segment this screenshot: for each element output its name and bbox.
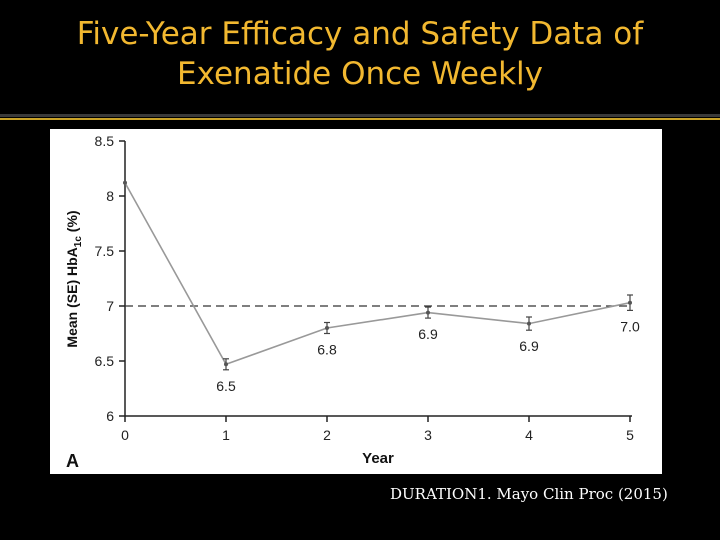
- y-axis-label-end: (%): [64, 210, 80, 236]
- data-point: [527, 321, 531, 326]
- citation: DURATION1. Mayo Clin Proc (2015): [390, 485, 668, 503]
- data-point: [123, 180, 127, 185]
- hba1c-line-chart: 6 6.5 7 7.5 8 8.5 0 1 2 3 4 5 6.5 6.8 6.9 6.9 7.0 Year…: [64, 133, 640, 471]
- y-axis-ticks: 6 6.5 7 7.5 8 8.5: [95, 133, 125, 424]
- title-divider-dark: [0, 114, 720, 117]
- x-tick-label: 1: [222, 427, 230, 443]
- data-label: 6.9: [418, 326, 438, 342]
- x-tick-label: 2: [323, 427, 331, 443]
- series-layer: [123, 180, 633, 371]
- chart-panel: 6 6.5 7 7.5 8 8.5 0 1 2 3 4 5 6.5 6.8 6.9 6.9 7.0 Year…: [50, 129, 662, 474]
- x-tick-label: 0: [121, 427, 129, 443]
- title-divider-gold: [0, 118, 720, 120]
- y-tick-label: 8: [106, 188, 114, 204]
- data-label: 6.5: [216, 378, 236, 394]
- series-line: [124, 182, 631, 366]
- y-axis-label-main: Mean (SE) HbA: [64, 247, 80, 347]
- x-tick-label: 3: [424, 427, 432, 443]
- x-tick-label: 5: [626, 427, 634, 443]
- data-point: [224, 362, 228, 367]
- y-axis-label-subscript: 1c: [73, 236, 84, 248]
- data-point: [628, 300, 632, 305]
- data-point: [426, 310, 430, 315]
- data-label-layer: 6.5 6.8 6.9 6.9 7.0: [216, 318, 640, 393]
- x-axis-ticks: 0 1 2 3 4 5: [121, 416, 634, 443]
- title-line-2: Exenatide Once Weekly: [177, 56, 543, 92]
- x-tick-label: 4: [525, 427, 533, 443]
- x-axis-label: Year: [362, 450, 394, 467]
- y-tick-label: 8.5: [95, 133, 115, 149]
- y-tick-label: 6.5: [95, 353, 115, 369]
- slide-title: Five-Year Efficacy and Safety Data of Ex…: [0, 14, 720, 94]
- title-line-1: Five-Year Efficacy and Safety Data of: [76, 16, 644, 52]
- y-axis-label: Mean (SE) HbA1c (%): [64, 210, 84, 347]
- panel-label: A: [66, 451, 79, 471]
- data-point: [325, 326, 329, 330]
- y-tick-label: 7.5: [95, 243, 115, 259]
- y-tick-label: 7: [106, 298, 114, 314]
- y-tick-label: 6: [106, 408, 114, 424]
- data-label: 6.9: [519, 338, 539, 354]
- data-label: 7.0: [620, 318, 640, 334]
- data-label: 6.8: [317, 342, 337, 358]
